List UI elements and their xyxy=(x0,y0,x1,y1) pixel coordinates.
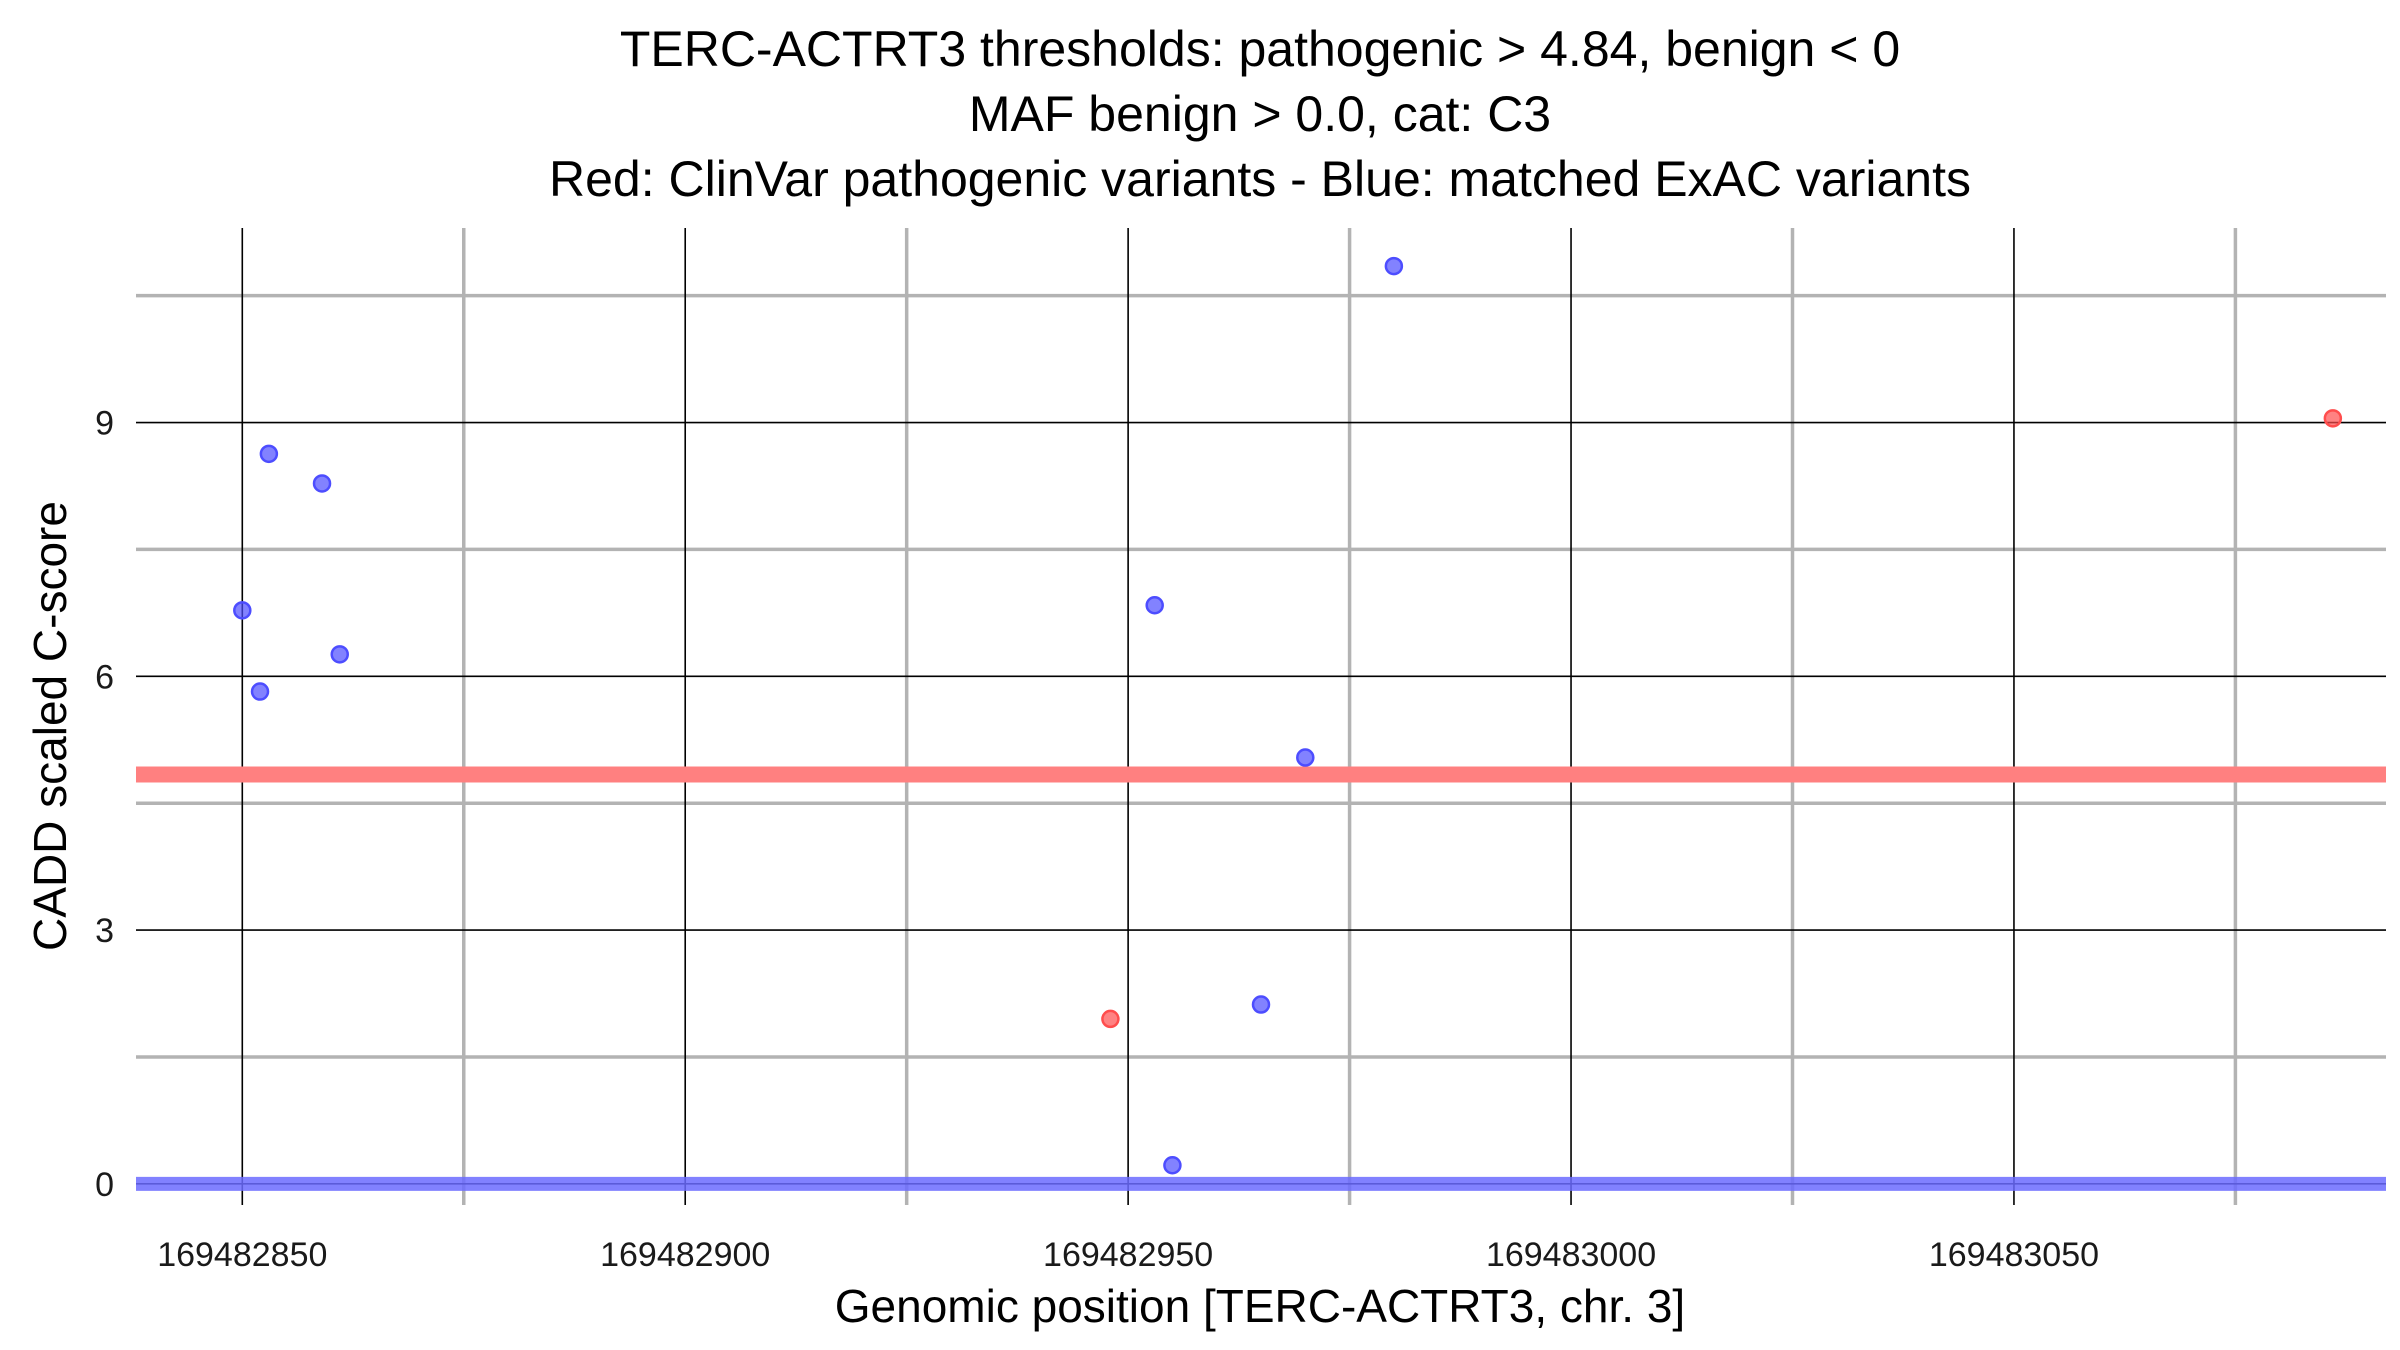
benign-variant-point xyxy=(1251,995,1271,1014)
benign-variant-point xyxy=(1163,1155,1182,1175)
benign-variant-point xyxy=(1384,256,1404,276)
benign-variant-point xyxy=(330,645,349,664)
title-line-3: Red: ClinVar pathogenic variants - Blue:… xyxy=(549,151,1971,207)
x-tick-label: 169483050 xyxy=(1929,1236,2099,1274)
benign-variant-point xyxy=(312,474,332,493)
x-tick-label: 169482900 xyxy=(600,1236,770,1274)
title-line-1: TERC-ACTRT3 thresholds: pathogenic > 4.8… xyxy=(620,21,1900,77)
benign-variant-point xyxy=(233,601,252,620)
y-tick-labels: 0 3 6 9 xyxy=(95,405,114,1204)
x-tick-label: 169482950 xyxy=(1043,1236,1213,1274)
plot-grid xyxy=(136,228,2386,1205)
benign-variant-point xyxy=(1145,596,1164,615)
y-axis-title: CADD scaled C-score xyxy=(24,501,76,951)
y-tick-label: 9 xyxy=(95,405,114,443)
x-axis-title: Genomic position [TERC-ACTRT3, chr. 3] xyxy=(835,1280,1685,1332)
benign-variant-point xyxy=(259,444,279,464)
x-tick-label: 169482850 xyxy=(157,1236,327,1274)
y-tick-label: 0 xyxy=(95,1166,114,1204)
benign-variant-point xyxy=(1296,748,1315,767)
title-line-2: MAF benign > 0.0, cat: C3 xyxy=(969,86,1551,142)
x-tick-label: 169483000 xyxy=(1486,1236,1656,1274)
threshold-lines xyxy=(136,766,2386,1191)
data-points xyxy=(233,256,2343,1175)
pathogenic-variant-point xyxy=(1101,1009,1120,1029)
pathogenic-variant-point xyxy=(2323,409,2343,428)
x-tick-labels: 169482850 169482900 169482950 169483000 1694… xyxy=(157,1236,2099,1274)
y-tick-label: 3 xyxy=(95,912,114,950)
benign-variant-point xyxy=(250,682,270,701)
y-tick-label: 6 xyxy=(95,658,114,696)
chart-title: TERC-ACTRT3 thresholds: pathogenic > 4.8… xyxy=(549,21,1971,207)
